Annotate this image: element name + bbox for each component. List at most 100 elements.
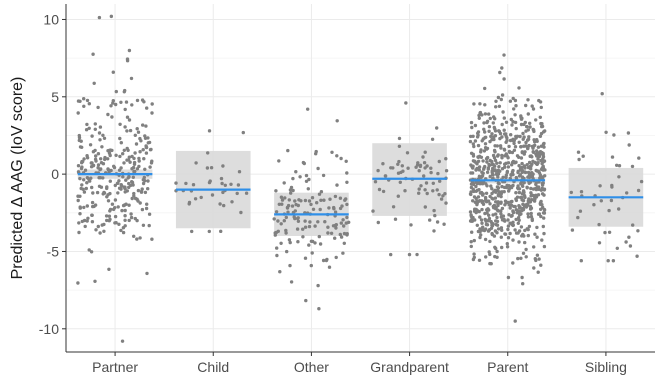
data-point: [96, 105, 100, 110]
data-point: [523, 120, 527, 125]
data-point: [376, 168, 380, 173]
data-point: [517, 86, 521, 90]
data-point: [304, 179, 309, 183]
data-point: [84, 128, 89, 132]
data-point: [91, 150, 96, 154]
data-point: [318, 242, 323, 246]
data-point: [496, 181, 500, 185]
data-point: [133, 133, 137, 137]
data-point: [106, 157, 110, 161]
data-point: [521, 198, 526, 203]
data-point: [143, 179, 147, 183]
data-point: [531, 128, 536, 132]
data-point: [345, 180, 349, 184]
data-point: [490, 231, 494, 236]
data-point: [490, 191, 494, 196]
data-point: [272, 217, 276, 221]
data-point: [496, 227, 501, 231]
data-point: [523, 240, 527, 245]
data-point: [90, 134, 94, 138]
data-point: [296, 219, 301, 223]
data-point: [532, 144, 536, 148]
data-point: [323, 220, 327, 224]
data-point: [520, 165, 524, 170]
data-point: [526, 215, 531, 219]
data-point: [431, 181, 435, 185]
data-point: [334, 255, 338, 260]
data-point: [124, 100, 129, 104]
data-point: [289, 280, 294, 284]
data-point: [144, 124, 148, 128]
data-point: [514, 208, 518, 212]
data-point: [521, 282, 525, 286]
data-point: [273, 231, 277, 235]
data-point: [517, 213, 522, 217]
data-point: [109, 14, 114, 19]
data-point: [106, 168, 111, 172]
data-point: [327, 265, 332, 269]
data-point: [138, 236, 142, 240]
data-point: [130, 180, 134, 184]
data-point: [113, 214, 118, 219]
data-point: [512, 107, 516, 111]
data-point: [87, 248, 91, 252]
data-point: [120, 339, 125, 343]
data-point: [480, 221, 484, 225]
data-point: [285, 249, 289, 254]
data-point: [417, 169, 421, 173]
data-point: [530, 162, 534, 166]
data-point: [294, 202, 298, 207]
data-point: [137, 164, 141, 169]
data-point: [279, 195, 284, 199]
data-point: [236, 183, 241, 187]
grid: [66, 4, 655, 352]
data-point: [415, 252, 419, 257]
data-point: [93, 127, 98, 131]
data-point: [235, 191, 239, 196]
data-point: [282, 181, 286, 185]
data-point: [506, 227, 510, 232]
data-point: [478, 191, 483, 195]
data-point: [477, 168, 481, 172]
data-point: [609, 198, 614, 203]
data-point: [514, 197, 518, 201]
data-point: [500, 66, 504, 70]
data-point: [510, 123, 514, 127]
data-point: [131, 175, 135, 179]
data-point: [287, 238, 292, 242]
data-point: [513, 145, 518, 149]
data-point: [481, 193, 485, 197]
data-point: [521, 206, 525, 211]
data-point: [482, 127, 486, 131]
data-point: [516, 186, 520, 190]
data-point: [98, 125, 103, 129]
data-point: [142, 175, 146, 180]
data-point: [534, 193, 538, 197]
data-point: [471, 164, 475, 168]
data-point: [127, 181, 131, 186]
data-point: [493, 196, 498, 200]
data-point: [499, 200, 503, 204]
data-point: [428, 218, 432, 222]
data-point: [132, 156, 136, 161]
data-point: [576, 215, 580, 220]
data-point: [600, 92, 604, 96]
data-point: [478, 182, 482, 186]
data-point: [497, 129, 501, 133]
data-point: [102, 222, 106, 227]
data-point: [140, 207, 145, 212]
data-point: [533, 140, 537, 144]
data-point: [504, 175, 508, 180]
data-point: [307, 199, 312, 203]
data-point: [477, 258, 482, 262]
data-point: [291, 176, 295, 181]
data-point: [125, 158, 129, 162]
data-point: [508, 231, 512, 236]
data-point: [127, 218, 131, 223]
data-point: [309, 263, 313, 268]
data-point: [381, 189, 386, 194]
data-point: [444, 201, 448, 205]
data-point: [76, 164, 81, 168]
data-point: [539, 144, 544, 148]
